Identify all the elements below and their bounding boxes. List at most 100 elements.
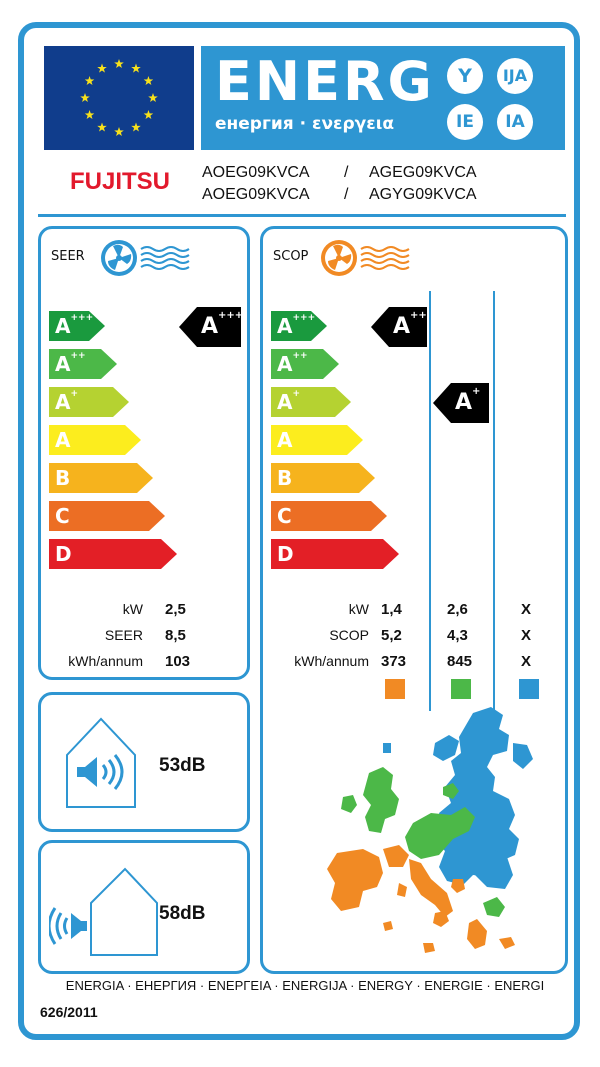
scop-class-sup: ++ bbox=[292, 351, 308, 361]
zone-square-warmer bbox=[385, 679, 405, 699]
scop-rating-indicator-zone1: A+++ bbox=[371, 307, 427, 347]
scop-class-arrow: A++ bbox=[271, 349, 339, 379]
seer-class-letter: A bbox=[55, 352, 71, 376]
snowflake-fan-icon bbox=[101, 240, 190, 276]
model-sep-2: / bbox=[344, 186, 349, 203]
seer-rating-indicator: A+++ bbox=[179, 307, 241, 347]
eu-star-icon bbox=[97, 122, 107, 132]
scop-class-arrow: A bbox=[271, 425, 363, 455]
seer-class-letter: D bbox=[55, 542, 72, 566]
model-outdoor-1: AGEG09KVCA bbox=[369, 164, 477, 181]
scop-panel: SCOP A+++ A++ A+ A B C D A+++ A+ kW 1,4 2,6 X … bbox=[260, 226, 568, 974]
scop-rating1-sup: +++ bbox=[410, 310, 436, 321]
eu-star-icon bbox=[84, 110, 95, 120]
seer-seer-value: 8,5 bbox=[165, 627, 186, 644]
energy-header: ENERG енергия · ενεργεια Y IJA IE IA bbox=[201, 46, 565, 150]
outdoor-noise-value: 58dB bbox=[159, 903, 206, 924]
scop-scop-label: SCOP bbox=[329, 627, 369, 643]
scop-column-divider-2 bbox=[493, 291, 495, 711]
model-indoor-2: AOEG09KVCA bbox=[202, 186, 310, 203]
seer-class-arrow: C bbox=[49, 501, 165, 531]
eu-star-icon bbox=[80, 93, 90, 103]
scop-class-arrow: D bbox=[271, 539, 399, 569]
scop-class-letter: C bbox=[277, 504, 292, 528]
eu-star-icon bbox=[97, 63, 107, 73]
seer-class-sup: ++ bbox=[70, 351, 86, 361]
scop-rating1-letter: A bbox=[393, 314, 411, 339]
lang-circle-ia: IA bbox=[497, 104, 533, 140]
energy-words-footer: ENERGIA · ЕНЕРГИЯ · ΕΝΕΡΓΕΙΑ · ENERGIJA … bbox=[65, 978, 545, 993]
seer-kwh-label: kWh/annum bbox=[68, 653, 143, 669]
lang-circle-ija: IJA bbox=[497, 58, 533, 94]
model-indoor-1: AOEG09KVCA bbox=[202, 164, 310, 181]
header-divider bbox=[38, 214, 566, 217]
scop-class-arrow: C bbox=[271, 501, 387, 531]
scop-class-letter: D bbox=[277, 542, 294, 566]
eu-star-icon bbox=[131, 122, 141, 132]
eu-star-icon bbox=[114, 59, 124, 69]
seer-seer-label: SEER bbox=[104, 627, 143, 643]
model-outdoor-2: AGYG09KVCA bbox=[369, 186, 477, 203]
eu-stars-icon bbox=[80, 59, 158, 137]
scop-class-letter: A bbox=[277, 314, 293, 338]
eu-star-icon bbox=[131, 63, 141, 73]
scop-class-arrow: A+ bbox=[271, 387, 351, 417]
seer-panel: SEER A+++ A++ A+ A B C D A+++ kW 2,5 SEER 8,5 … bbox=[38, 226, 250, 680]
seer-class-sup: + bbox=[70, 389, 79, 399]
indoor-noise-value: 53dB bbox=[159, 755, 206, 776]
scop-title: SCOP bbox=[273, 249, 309, 264]
scop-kwh-zone1: 373 bbox=[381, 653, 407, 670]
scop-class-letter: B bbox=[277, 466, 293, 490]
energy-label-frame: ENERG енергия · ενεργεια Y IJA IE IA FUJ… bbox=[18, 22, 580, 1040]
seer-class-arrow: A++ bbox=[49, 349, 117, 379]
eu-star-icon bbox=[143, 110, 154, 120]
indoor-sound-house-icon bbox=[66, 717, 136, 808]
scop-kwh-zone2: 845 bbox=[447, 653, 473, 670]
zone-square-average bbox=[451, 679, 471, 699]
scop-kw-zone3: X bbox=[521, 601, 532, 618]
sun-fan-icon bbox=[321, 240, 410, 276]
lang-circle-y: Y bbox=[447, 58, 483, 94]
seer-class-letter: C bbox=[55, 504, 70, 528]
outdoor-noise-panel: 58dB bbox=[38, 840, 250, 974]
eu-star-icon bbox=[114, 127, 124, 137]
scop-class-arrow: B bbox=[271, 463, 375, 493]
seer-class-arrow: A+ bbox=[49, 387, 129, 417]
scop-column-divider-1 bbox=[429, 291, 431, 711]
seer-title: SEER bbox=[51, 249, 85, 264]
seer-class-letter: A bbox=[55, 390, 71, 414]
scop-rating-indicator-zone2: A+ bbox=[433, 383, 489, 423]
brand-logo: FUJITSU bbox=[70, 168, 171, 195]
scop-kwh-zone3: X bbox=[521, 653, 532, 670]
model-sep-1: / bbox=[344, 164, 349, 181]
indoor-noise-panel: 53dB bbox=[38, 692, 250, 832]
eu-star-icon bbox=[84, 76, 95, 86]
eu-flag bbox=[44, 46, 194, 150]
eu-star-icon bbox=[148, 93, 158, 103]
scop-scop-zone3: X bbox=[521, 627, 532, 644]
eu-star-icon bbox=[143, 76, 154, 86]
lang-circle-ie: IE bbox=[447, 104, 483, 140]
outdoor-sound-house-icon bbox=[49, 867, 158, 956]
scop-scop-zone2: 4,3 bbox=[447, 627, 468, 644]
seer-kw-label: kW bbox=[122, 601, 143, 617]
seer-class-sup: +++ bbox=[70, 313, 94, 323]
scop-class-arrow: A+++ bbox=[271, 311, 327, 341]
seer-class-letter: B bbox=[55, 466, 71, 490]
seer-kw-value: 2,5 bbox=[165, 601, 186, 618]
regulation-number: 626/2011 bbox=[40, 1004, 98, 1020]
scop-scop-zone1: 5,2 bbox=[381, 627, 402, 644]
seer-kwh-value: 103 bbox=[165, 653, 191, 670]
seer-class-letter: A bbox=[55, 314, 71, 338]
seer-class-arrow: B bbox=[49, 463, 153, 493]
scop-class-letter: A bbox=[277, 428, 293, 452]
seer-rating-letter: A bbox=[201, 314, 219, 339]
seer-class-arrow: A+++ bbox=[49, 311, 105, 341]
scop-class-sup: + bbox=[292, 389, 301, 399]
scop-class-sup: +++ bbox=[292, 313, 316, 323]
scop-class-letter: A bbox=[277, 390, 293, 414]
scop-kw-zone2: 2,6 bbox=[447, 601, 468, 618]
scop-class-letter: A bbox=[277, 352, 293, 376]
seer-class-arrow: D bbox=[49, 539, 177, 569]
zone-square-colder bbox=[519, 679, 539, 699]
